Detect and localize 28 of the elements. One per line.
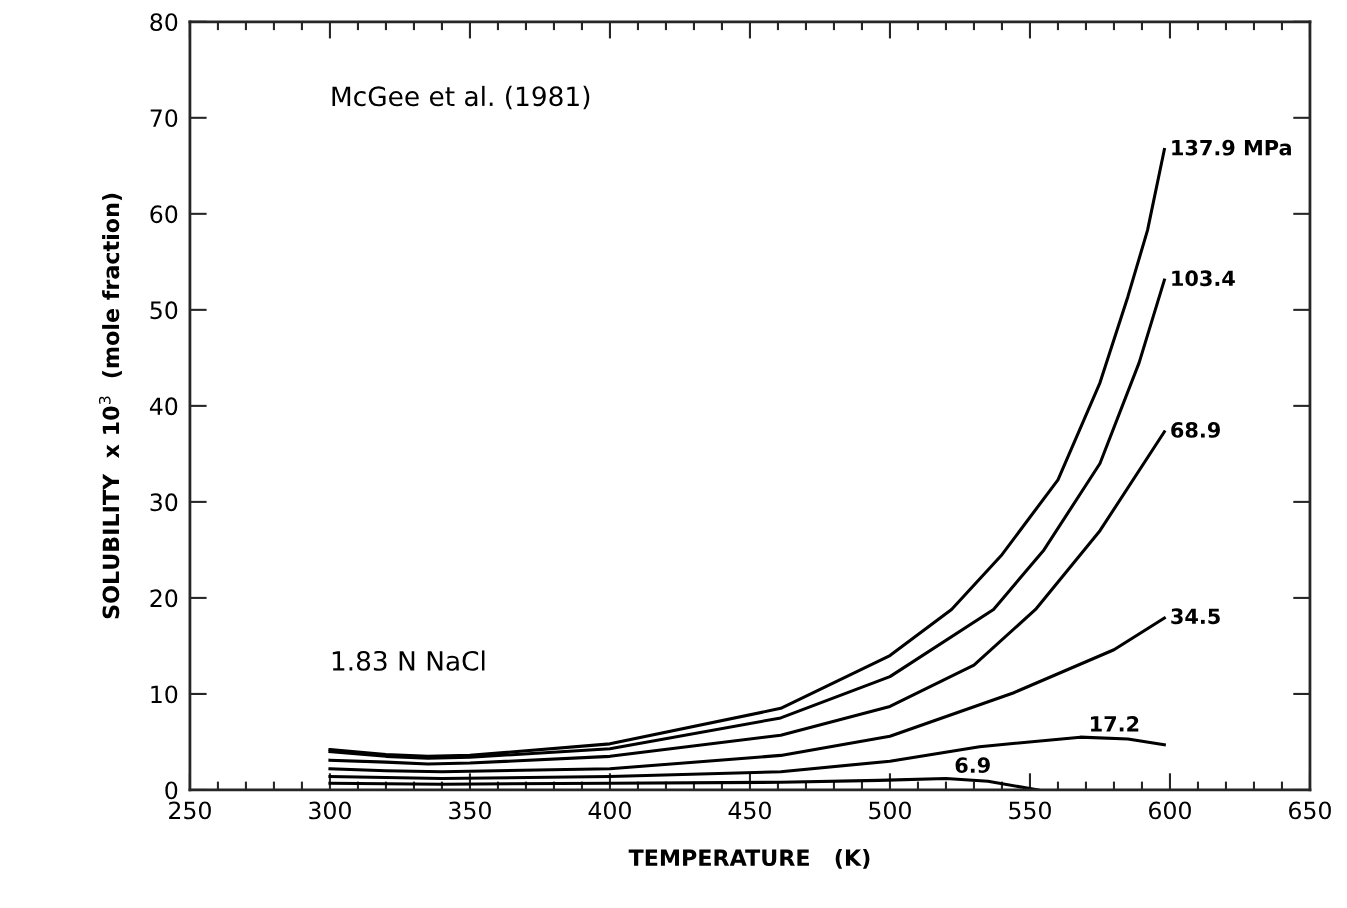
x-axis-title: TEMPERATURE (K) (628, 848, 870, 869)
x-tick-label: 500 (869, 801, 911, 820)
x-tick-label: 600 (1149, 801, 1191, 820)
y-tick-label: 0 (165, 781, 178, 800)
y-tick-label: 80 (150, 13, 178, 32)
y-tick-label: 40 (149, 397, 178, 416)
y-tick-label: 10 (151, 685, 178, 704)
y-tick-label: 60 (150, 205, 178, 224)
series-label: 34.5 (1171, 608, 1220, 625)
text: SOLUBILITY x 10$^{3}$ (mole fraction) (98, 193, 122, 619)
y-tick-label: 50 (150, 301, 178, 320)
x-tick-label: 350 (449, 801, 491, 820)
series-label: 103.4 (1172, 270, 1235, 287)
y-tick-label: 30 (150, 493, 178, 512)
y-tick-label: 20 (150, 589, 178, 608)
annotation: McGee et al. (1981) (332, 85, 590, 110)
annotation: 1.83 N NaCl (332, 650, 485, 671)
x-tick-label: 450 (728, 801, 771, 820)
x-tick-label: 250 (169, 801, 211, 820)
x-tick-label: 650 (1289, 801, 1331, 820)
series-label: 137.9 MPa (1172, 139, 1291, 156)
series-label: 6.9 (955, 757, 990, 774)
series-label: 17.2 (1091, 715, 1139, 732)
y-tick-label: 70 (150, 109, 178, 128)
x-tick-label: 400 (588, 801, 631, 820)
x-tick-label: 550 (1009, 801, 1051, 820)
series-label: 68.9 (1171, 422, 1220, 438)
x-tick-label: 300 (309, 801, 351, 820)
